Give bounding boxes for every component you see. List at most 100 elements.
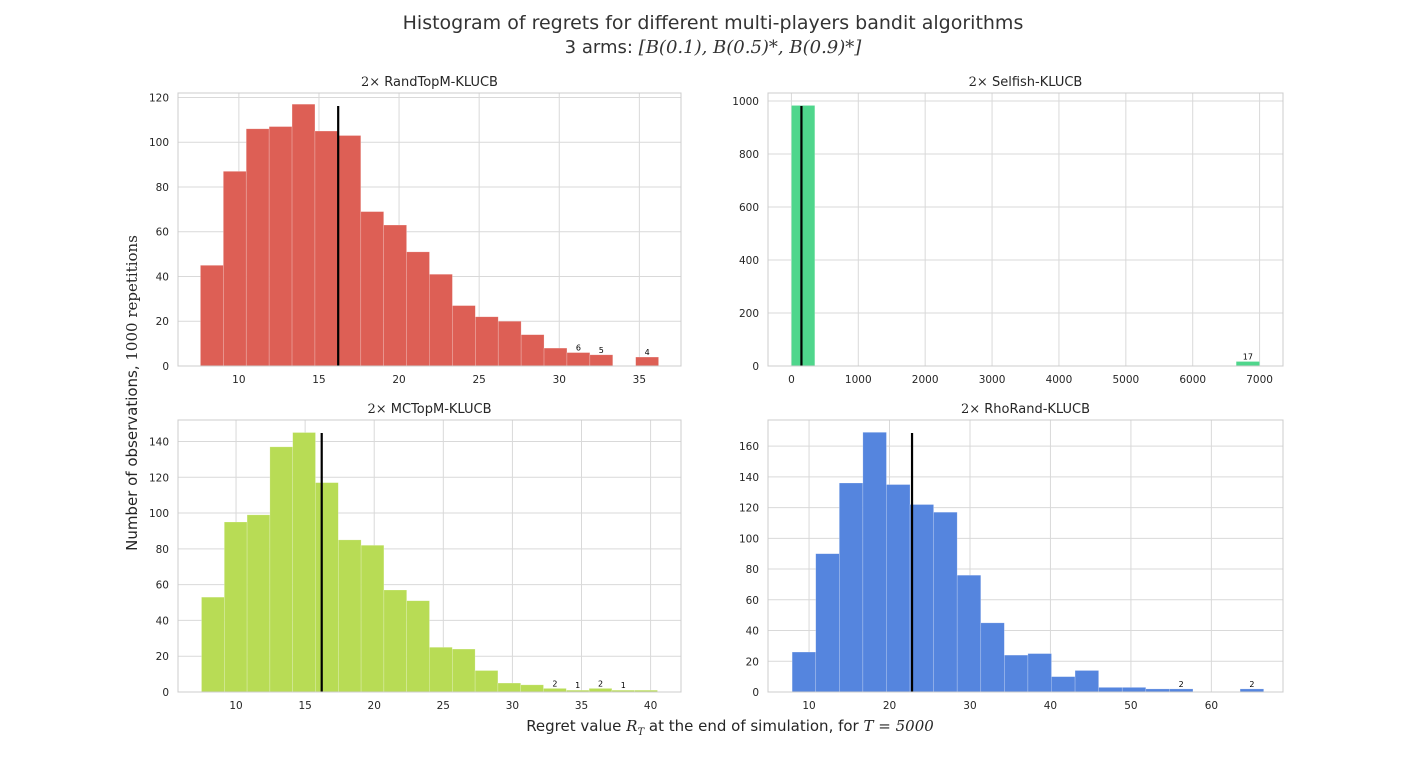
y-tick-label: 160 — [739, 441, 759, 453]
histogram-bar — [956, 574, 982, 693]
panel-title-name: MCTopM-KLUCB — [391, 402, 492, 417]
y-tick-label: 1000 — [732, 96, 759, 108]
histogram-bar — [429, 273, 453, 367]
histogram-bar — [838, 482, 864, 693]
y-tick-label: 80 — [156, 544, 169, 556]
y-tick-label: 200 — [739, 308, 759, 320]
y-tick-label: 0 — [752, 687, 759, 699]
histogram-bar — [1027, 653, 1052, 693]
plot-frame — [767, 92, 1284, 367]
histogram-bar — [543, 347, 568, 367]
histogram-bar — [360, 544, 385, 693]
y-tick-label: 140 — [149, 436, 169, 448]
histogram-bar — [314, 130, 339, 367]
histogram-bar — [815, 553, 840, 693]
x-tick-label: 50 — [1124, 700, 1137, 712]
histogram-bar — [1235, 361, 1260, 367]
histogram-bar — [1121, 687, 1147, 693]
figure-title: Histogram of regrets for different multi… — [403, 12, 1024, 34]
histogram-bar — [383, 224, 407, 367]
histogram-bar — [315, 482, 339, 693]
x-tick-label: 30 — [963, 700, 976, 712]
histogram-bar — [360, 211, 384, 367]
histogram-bar — [292, 432, 316, 693]
histogram-panel-3: 2 1 2 1 10 15 20 25 30 35 40 0 20 40 60 80 100 120 140 2× M… — [149, 402, 682, 712]
y-tick-label: 20 — [156, 316, 169, 328]
y-tick-label: 800 — [739, 149, 759, 161]
histogram-bar — [201, 596, 225, 693]
x-tick-label: 40 — [644, 700, 657, 712]
y-tick-label: 80 — [746, 564, 759, 576]
y-tick-label: 40 — [156, 615, 169, 627]
y-tick-label: 100 — [149, 137, 169, 149]
panel-title-prefix: 2× — [367, 402, 390, 417]
y-axis-label: Number of observations, 1000 repetitions — [123, 235, 141, 551]
x-tick-label: 35 — [633, 374, 646, 386]
x-tick-label: 6000 — [1179, 374, 1206, 386]
y-tick-label: 140 — [739, 472, 759, 484]
y-tick-label: 60 — [156, 580, 169, 592]
y-tick-label: 60 — [746, 595, 759, 607]
subtitle-prefix: 3 arms: — [565, 37, 639, 58]
histogram-bar — [269, 446, 293, 693]
panel-title-prefix: 2× — [361, 75, 384, 90]
histogram-bar — [1098, 687, 1123, 693]
x-tick-label: 20 — [368, 700, 381, 712]
bar-count-label: 6 — [576, 344, 581, 353]
x-tick-label: 20 — [392, 374, 405, 386]
x-tick-label: 15 — [312, 374, 325, 386]
x-tick-label: 15 — [298, 700, 311, 712]
x-tick-label: 4000 — [1046, 374, 1073, 386]
x-tick-label: 30 — [506, 700, 519, 712]
histogram-bar — [862, 431, 887, 693]
y-tick-label: 100 — [149, 508, 169, 520]
x-tick-label: 1000 — [845, 374, 872, 386]
panel-title: 2× Selfish-KLUCB — [969, 75, 1083, 90]
panel-title-prefix: 2× — [961, 402, 984, 417]
histogram-bar — [452, 648, 476, 693]
plot-frame — [767, 419, 1284, 693]
histogram-bar — [566, 352, 591, 367]
panel-title-name: RhoRand-KLUCB — [984, 402, 1090, 417]
y-tick-label: 120 — [149, 472, 169, 484]
panel-title-prefix: 2× — [969, 75, 992, 90]
bar-count-label: 2 — [598, 679, 603, 688]
bar-count-label: 1 — [621, 681, 626, 690]
histogram-bar — [337, 135, 362, 367]
x-tick-label: 7000 — [1246, 374, 1273, 386]
histogram-bar — [406, 600, 430, 693]
y-tick-label: 40 — [746, 626, 759, 638]
plot-frame — [177, 419, 682, 693]
histogram-panel-2: 17 0 1000 2000 3000 4000 5000 6000 7000 0 200 400 60… — [732, 75, 1284, 386]
histogram-bar — [980, 622, 1005, 693]
bar-count-label: 2 — [552, 679, 557, 688]
histogram-bar — [406, 251, 430, 367]
panel-title: 2× MCTopM-KLUCB — [367, 402, 491, 417]
x-tick-label: 3000 — [979, 374, 1006, 386]
x-axis-label-t: T = 5000 — [864, 717, 935, 735]
histogram-bar — [383, 589, 407, 693]
histogram-bar — [1004, 654, 1029, 693]
histogram-bar — [200, 265, 224, 367]
x-tick-label: 0 — [788, 374, 795, 386]
y-tick-label: 0 — [162, 361, 169, 373]
histogram-panel-4: 2 2 10 20 30 40 50 60 0 20 40 60 80 100 120 140 160 2× Rh… — [739, 402, 1284, 712]
x-tick-label: 10 — [229, 700, 242, 712]
bar-count-label: 2 — [1179, 680, 1184, 689]
histogram-bar — [429, 646, 453, 693]
x-tick-label: 25 — [472, 374, 485, 386]
y-tick-label: 120 — [149, 92, 169, 104]
y-tick-label: 80 — [156, 182, 169, 194]
y-tick-label: 60 — [156, 227, 169, 239]
histogram-bar — [791, 105, 816, 367]
figure-subtitle: 3 arms: [B(0.1), B(0.5)*, B(0.9)*] — [565, 37, 863, 58]
histogram-bar — [245, 128, 270, 367]
y-axis-label-math: 1000 repetitions — [123, 235, 141, 361]
y-tick-label: 0 — [162, 687, 169, 699]
bar-count-label: 1 — [575, 681, 580, 690]
x-tick-label: 60 — [1205, 700, 1218, 712]
x-tick-label: 5000 — [1112, 374, 1139, 386]
bar-count-label: 17 — [1243, 352, 1253, 361]
x-axis-label-sub: T — [637, 727, 645, 738]
